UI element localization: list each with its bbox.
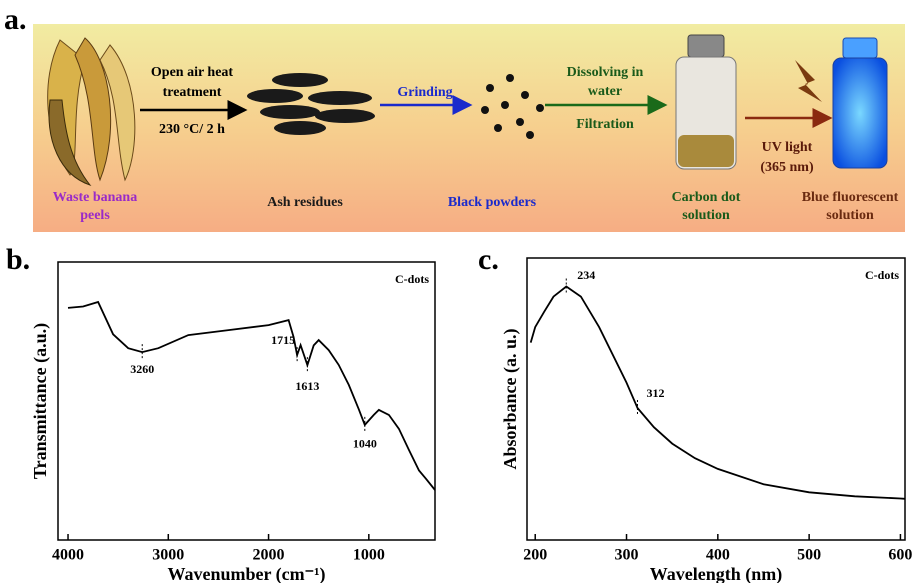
- product-caption: solution: [826, 208, 874, 223]
- peak-label: 1613: [295, 379, 319, 393]
- x-tick-label: 400: [706, 547, 730, 564]
- peak-label: 234: [577, 268, 595, 282]
- product-caption: Black powders: [448, 195, 537, 210]
- x-tick-label: 600: [888, 547, 912, 564]
- x-axis-label: Wavenumber (cm⁻¹): [167, 564, 325, 583]
- arrow-label: Dissolving in: [567, 65, 644, 80]
- peak-label: 1040: [353, 437, 377, 451]
- legend-text: C-dots: [395, 272, 429, 286]
- x-tick-label: 500: [797, 547, 821, 564]
- arrow-label: Grinding: [397, 85, 452, 100]
- blue-fluorescent-vial: [833, 38, 887, 168]
- peak-label: 1715: [271, 333, 295, 347]
- figure: a. Open air heat treatment 230 °C/ 2 h G…: [0, 0, 919, 583]
- legend-text: C-dots: [865, 268, 899, 282]
- x-tick-label: 1000: [353, 547, 385, 564]
- x-tick-label: 200: [523, 547, 547, 564]
- product-caption: peels: [80, 208, 110, 223]
- arrow-label: water: [588, 84, 622, 99]
- arrow-label: Open air heat: [151, 65, 234, 80]
- arrow-label: treatment: [163, 85, 222, 100]
- peak-label: 3260: [130, 362, 154, 376]
- arrow-label: 230 °C/ 2 h: [159, 122, 225, 137]
- y-axis-label: Transmittance (a.u.): [30, 323, 51, 479]
- panel-label: c.: [478, 243, 499, 276]
- product-caption: Blue fluorescent: [802, 190, 899, 205]
- x-tick-label: 2000: [253, 547, 285, 564]
- arrow-label: (365 nm): [760, 160, 814, 175]
- x-tick-label: 300: [615, 547, 639, 564]
- panel-label: b.: [6, 243, 30, 276]
- x-axis-label: Wavelength (nm): [650, 564, 783, 583]
- product-caption: Ash residues: [267, 195, 343, 210]
- spectrum-line: [68, 302, 435, 490]
- plot-frame: [58, 262, 435, 540]
- spectrum-line: [531, 287, 905, 499]
- arrow-label: Filtration: [576, 117, 634, 132]
- product-caption: solution: [682, 208, 730, 223]
- product-caption: Carbon dot: [672, 190, 741, 205]
- x-tick-label: 4000: [52, 547, 84, 564]
- arrow-label: UV light: [762, 140, 813, 155]
- peak-label: 312: [646, 386, 664, 400]
- y-axis-label: Absorbance (a. u.): [500, 328, 521, 469]
- product-caption: Waste banana: [53, 190, 137, 205]
- x-tick-label: 3000: [152, 547, 184, 564]
- panel-label: a.: [4, 3, 27, 36]
